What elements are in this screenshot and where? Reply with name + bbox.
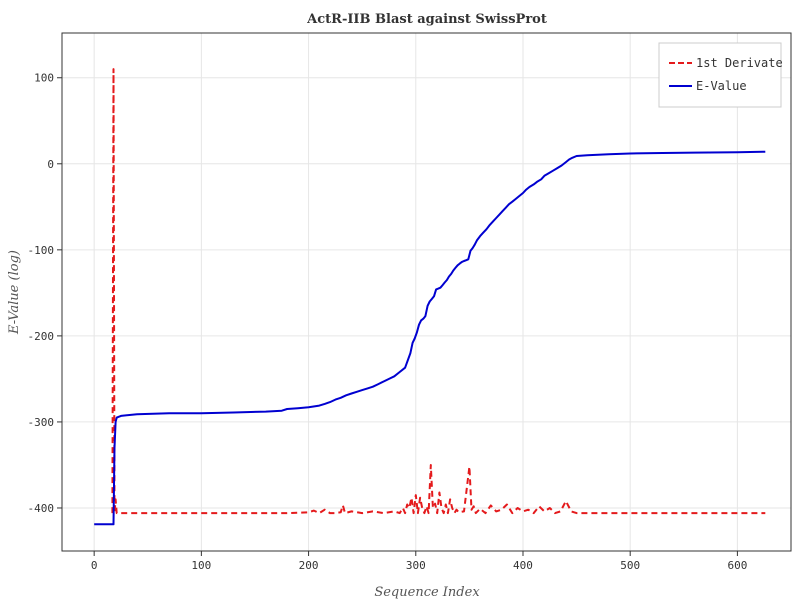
- x-tick-label: 500: [620, 559, 640, 572]
- grid: [62, 33, 791, 551]
- y-tick-label: -100: [28, 244, 55, 257]
- x-tick-label: 300: [406, 559, 426, 572]
- x-tick-label: 100: [191, 559, 211, 572]
- legend: 1st Derivate E-Value: [658, 42, 783, 108]
- series-line-1st-derivate: [111, 68, 766, 515]
- legend-label-1st-derivate: 1st Derivate: [696, 56, 783, 70]
- axis-ticks: 0 100 200 300 400 500 600 100 0 -100 -200 -300 -400: [28, 72, 748, 572]
- y-axis-label: E-Value (log): [7, 250, 22, 335]
- x-axis-label: Sequence Index: [374, 585, 480, 600]
- series-line-e-value: [94, 150, 766, 526]
- y-tick-label: -400: [28, 502, 55, 515]
- y-tick-label: -300: [28, 416, 55, 429]
- x-tick-label: 600: [727, 559, 747, 572]
- series-layer: [94, 68, 766, 526]
- y-tick-label: 100: [34, 72, 54, 85]
- plot-frame: [61, 32, 792, 552]
- legend-box: [658, 42, 782, 108]
- x-tick-label: 0: [91, 559, 98, 572]
- x-tick-label: 200: [299, 559, 319, 572]
- chart-title: ActR-IIB Blast against SwissProt: [306, 12, 547, 27]
- y-tick-label: 0: [47, 158, 54, 171]
- y-tick-label: -200: [28, 330, 55, 343]
- x-tick-label: 400: [513, 559, 533, 572]
- legend-label-e-value: E-Value: [696, 79, 747, 93]
